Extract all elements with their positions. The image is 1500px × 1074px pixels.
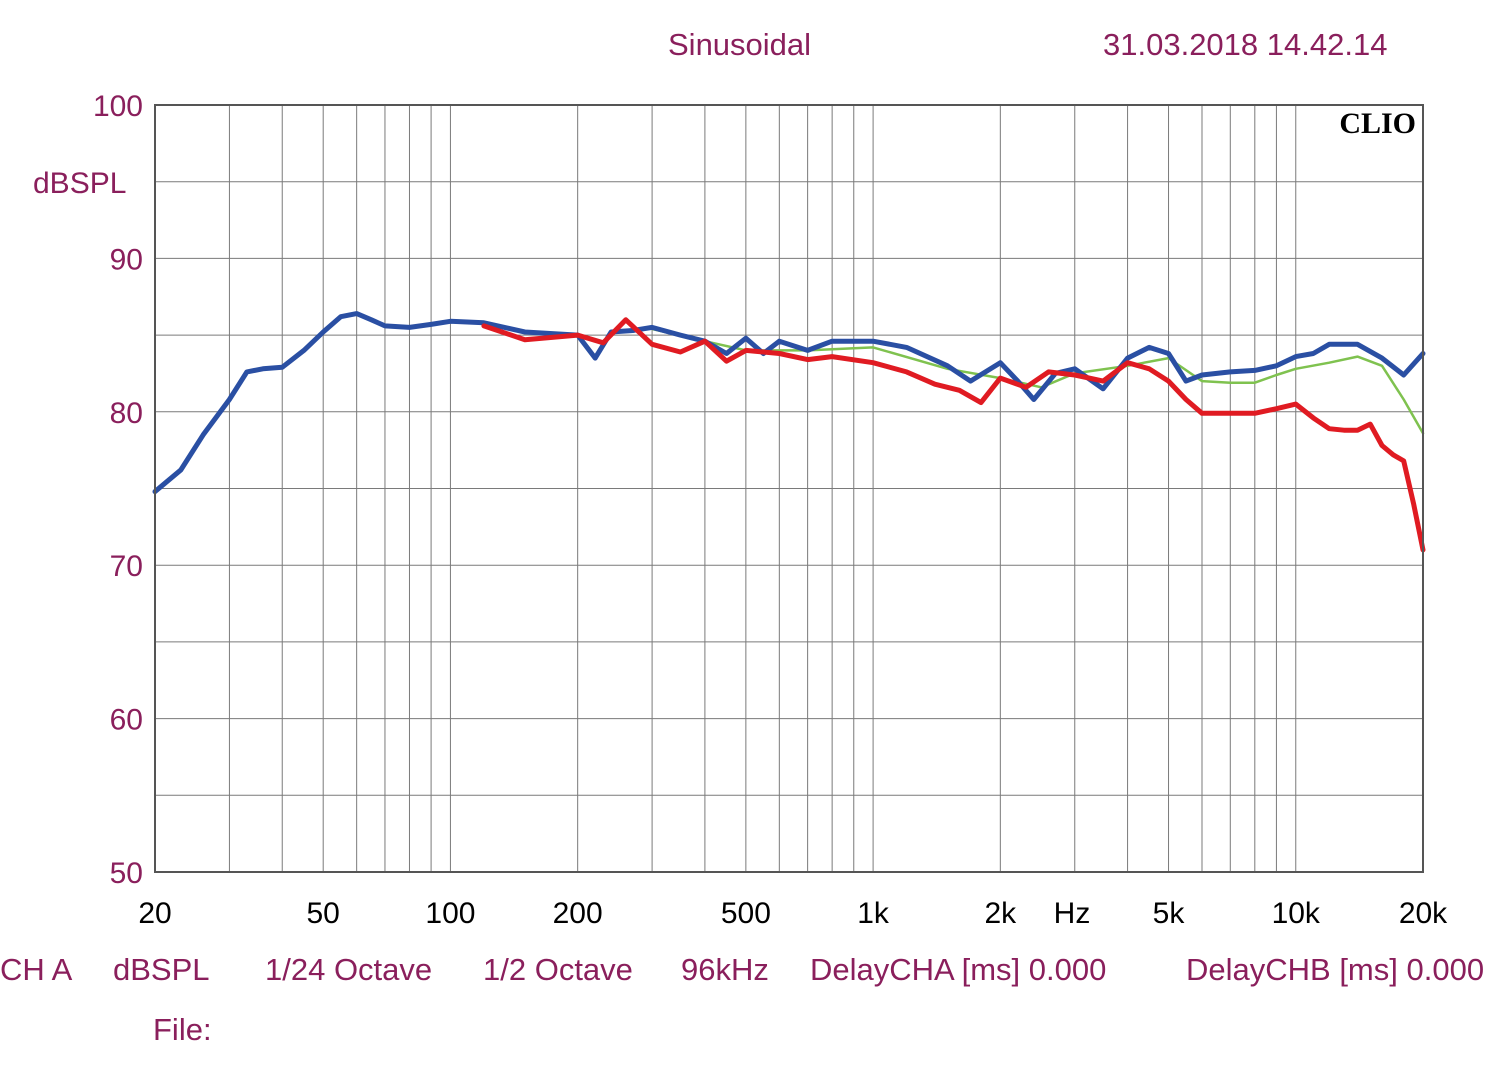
footer-delay-chb: DelayCHB [ms] 0.000	[1186, 952, 1485, 987]
footer-smoothing: 1/2 Octave	[483, 952, 633, 987]
x-tick-label: 5k	[1153, 897, 1186, 930]
footer-unit: dBSPL	[113, 952, 210, 987]
clio-brand-label: CLIO	[1339, 107, 1416, 140]
series-line-2	[152, 311, 1426, 495]
file-label: File:	[153, 1012, 212, 1047]
x-tick-label: 100	[425, 897, 475, 930]
chart-series	[152, 311, 1426, 553]
x-tick-label: 1k	[857, 897, 890, 930]
x-tick-label: 50	[307, 897, 340, 930]
x-tick-label: 500	[721, 897, 771, 930]
chart-title: Sinusoidal	[668, 27, 812, 62]
x-tick-label: 2k	[984, 897, 1017, 930]
chart-grid	[155, 105, 1423, 872]
series-line-3	[481, 317, 1426, 553]
footer-sample-rate: 96kHz	[681, 952, 769, 987]
y-tick-label: 60	[110, 704, 143, 737]
measurement-timestamp: 31.03.2018 14.42.14	[1103, 27, 1388, 62]
y-tick-label: 100	[93, 90, 143, 123]
footer-resolution: 1/24 Octave	[265, 952, 433, 987]
x-tick-label: 10k	[1272, 897, 1321, 930]
y-tick-label: 80	[110, 397, 143, 430]
plot-frame	[154, 104, 1424, 873]
x-axis-label: Hz	[1054, 897, 1091, 930]
footer-channel: CH A	[0, 952, 73, 987]
x-tick-label: 20	[138, 897, 171, 930]
y-tick-label: 70	[110, 550, 143, 583]
y-axis-label: dBSPL	[33, 167, 126, 200]
y-tick-label: 90	[110, 243, 143, 276]
footer-delay-cha: DelayCHA [ms] 0.000	[810, 952, 1107, 987]
y-tick-label: 50	[110, 857, 143, 890]
x-tick-label: 20k	[1399, 897, 1448, 930]
chart-axes: 100 90 80 70 60 50 20 50 100 200 500 1k 2k 5k 10k 20k	[93, 90, 1448, 930]
x-tick-label: 200	[553, 897, 603, 930]
